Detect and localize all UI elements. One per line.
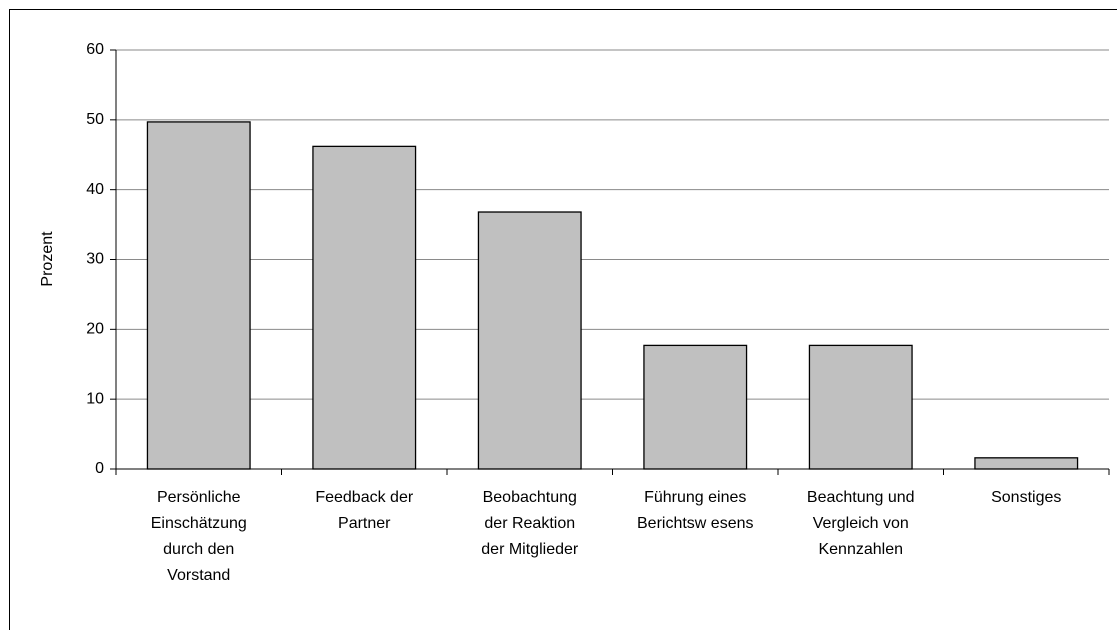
x-tick-label: Beobachtung [483,489,577,506]
bar [146,121,251,470]
x-tick-label: Vergleich von [813,515,909,532]
y-tick-label: 0 [95,460,104,477]
x-tick-label: Sonstiges [991,489,1061,506]
y-tick-label: 20 [86,321,104,338]
y-tick-label: 10 [86,390,104,407]
x-tick-label: der Reaktion [484,515,575,532]
x-tick-label: Führung eines [644,489,746,506]
x-tick-label: Feedback der [315,489,414,506]
x-tick-label: Kennzahlen [818,541,903,558]
bar [312,145,417,470]
x-tick-label: Berichtsw esens [637,515,754,532]
y-tick-label: 60 [86,41,104,58]
y-axis-label: Prozent [39,231,56,287]
x-tick-label: Vorstand [167,567,230,584]
x-tick-label: der Mitglieder [481,541,579,558]
x-tick-label: durch den [163,541,234,558]
x-tick-label: Beachtung und [807,489,915,506]
bar [477,211,582,470]
x-tick-label: Persönliche [157,489,241,506]
bar [974,457,1079,470]
y-tick-label: 40 [86,181,104,198]
x-tick-label: Partner [338,515,391,532]
y-tick-label: 30 [86,251,104,268]
bar [643,344,748,470]
x-tick-label: Einschätzung [151,515,247,532]
bar [808,344,913,470]
y-tick-label: 50 [86,111,104,128]
